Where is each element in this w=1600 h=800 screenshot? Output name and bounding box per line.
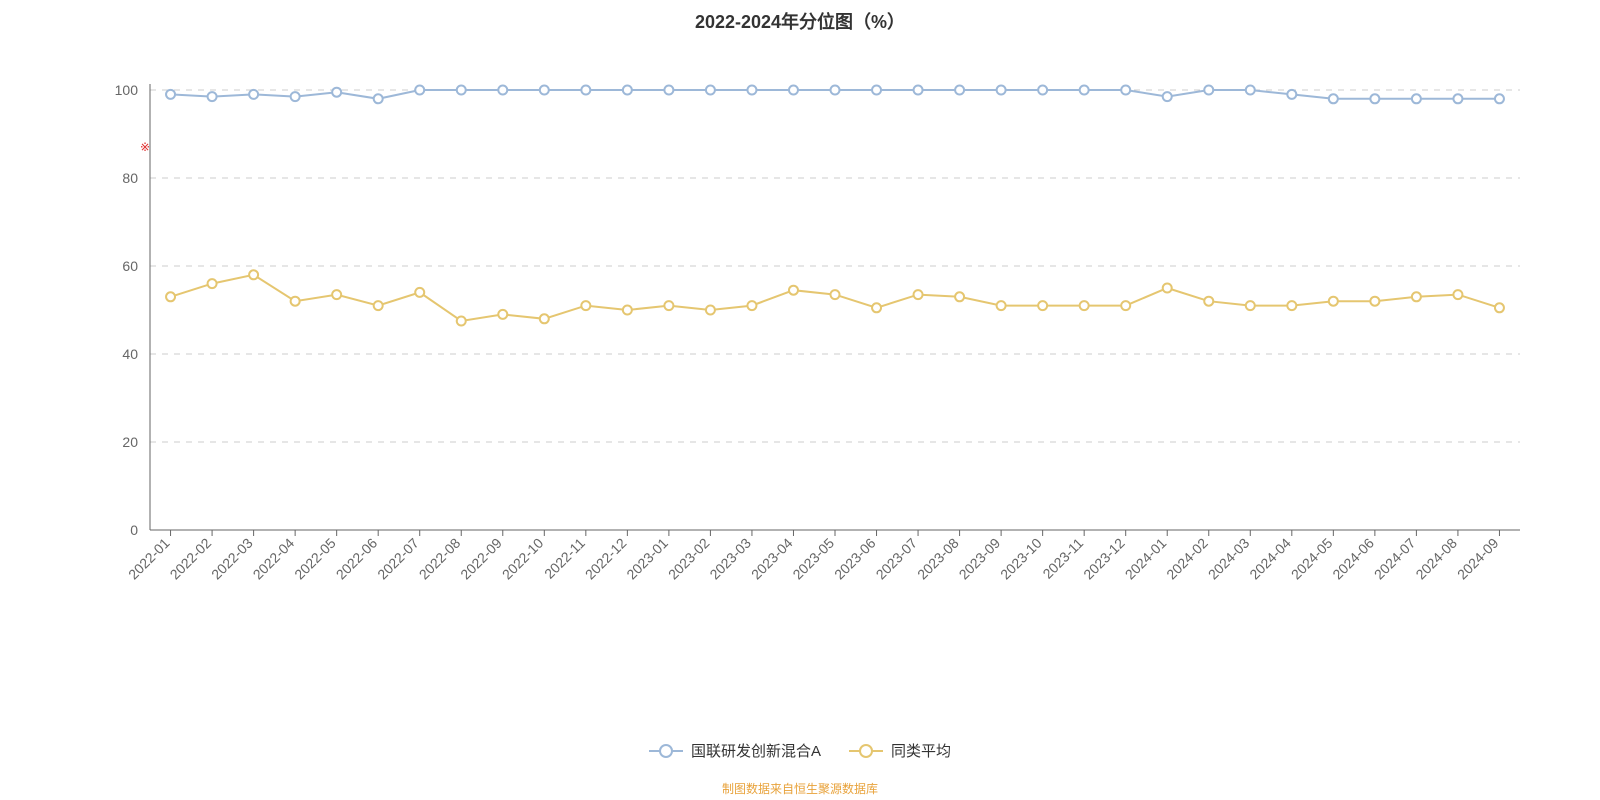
svg-text:60: 60: [122, 258, 138, 274]
svg-text:2022-02: 2022-02: [167, 535, 215, 583]
svg-text:2022-04: 2022-04: [250, 535, 298, 583]
svg-text:2022-07: 2022-07: [374, 535, 422, 583]
svg-text:2024-05: 2024-05: [1288, 535, 1336, 583]
svg-text:2022-08: 2022-08: [416, 535, 464, 583]
legend-marker: [849, 744, 883, 758]
svg-text:2024-03: 2024-03: [1205, 535, 1253, 583]
credit-text: 制图数据来自恒生聚源数据库: [0, 780, 1600, 797]
svg-text:2022-06: 2022-06: [333, 535, 381, 583]
svg-text:0: 0: [130, 522, 138, 538]
svg-text:2024-01: 2024-01: [1122, 535, 1170, 583]
svg-text:2023-05: 2023-05: [789, 535, 837, 583]
svg-text:80: 80: [122, 170, 138, 186]
svg-text:2023-09: 2023-09: [956, 535, 1004, 583]
svg-text:2023-02: 2023-02: [665, 535, 713, 583]
asterisk-marker: ※: [140, 140, 150, 154]
svg-text:2024-09: 2024-09: [1454, 535, 1502, 583]
svg-text:20: 20: [122, 434, 138, 450]
svg-text:2023-10: 2023-10: [997, 535, 1045, 583]
svg-text:2023-03: 2023-03: [706, 535, 754, 583]
svg-text:2022-03: 2022-03: [208, 535, 256, 583]
svg-text:2022-09: 2022-09: [457, 535, 505, 583]
svg-text:100: 100: [115, 82, 139, 98]
legend-label: 国联研发创新混合A: [691, 740, 821, 761]
svg-text:2024-06: 2024-06: [1329, 535, 1377, 583]
svg-text:2023-06: 2023-06: [831, 535, 879, 583]
svg-text:2022-12: 2022-12: [582, 535, 630, 583]
svg-text:2024-02: 2024-02: [1163, 535, 1211, 583]
legend-label: 同类平均: [891, 740, 951, 761]
chart-container: 2022-2024年分位图（%） 0204060801002022-012022…: [0, 0, 1600, 800]
legend-item: 国联研发创新混合A: [649, 740, 821, 761]
line-chart: 0 20 40 60 80 100 2022-012022-022022-032022-04…: [0, 0, 1600, 700]
svg-text:2023-04: 2023-04: [748, 535, 796, 583]
svg-text:40: 40: [122, 346, 138, 362]
svg-text:2024-07: 2024-07: [1371, 535, 1419, 583]
svg-text:2022-05: 2022-05: [291, 535, 339, 583]
svg-text:2022-11: 2022-11: [541, 535, 588, 582]
svg-text:2024-08: 2024-08: [1412, 535, 1460, 583]
legend-marker: [649, 744, 683, 758]
svg-text:2022-10: 2022-10: [499, 535, 547, 583]
svg-text:2023-01: 2023-01: [623, 535, 671, 583]
svg-text:2023-11: 2023-11: [1039, 535, 1086, 582]
svg-text:2023-07: 2023-07: [873, 535, 921, 583]
svg-text:2024-04: 2024-04: [1246, 535, 1294, 583]
legend: 国联研发创新混合A 同类平均: [0, 740, 1600, 762]
svg-text:2022-01: 2022-01: [125, 535, 173, 583]
svg-text:2023-12: 2023-12: [1080, 535, 1128, 583]
legend-item: 同类平均: [849, 740, 951, 761]
svg-text:2023-08: 2023-08: [914, 535, 962, 583]
